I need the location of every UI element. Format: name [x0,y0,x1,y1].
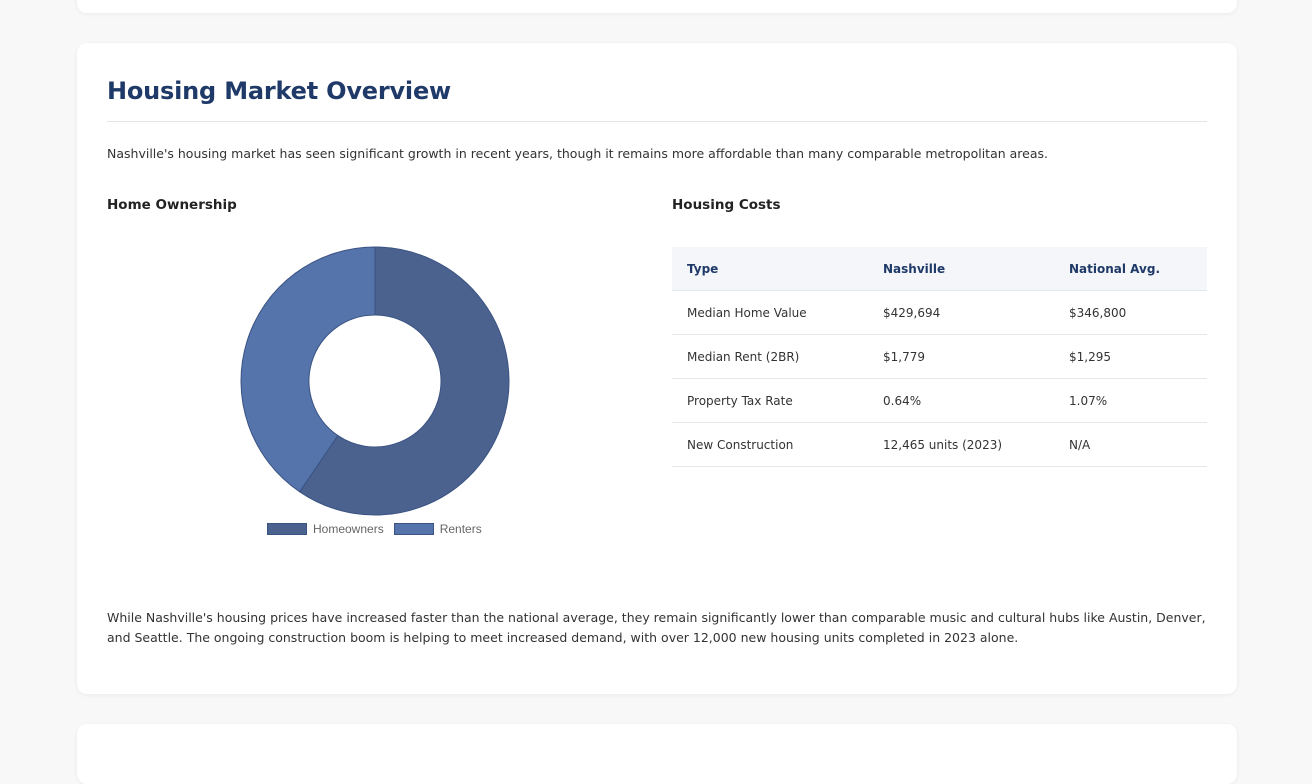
column-header-nashville: Nashville [868,247,1054,291]
table-row: Property Tax Rate 0.64% 1.07% [672,378,1207,423]
title-divider [107,121,1207,122]
table-header-row: Type Nashville National Avg. [672,247,1207,291]
next-section-card [77,724,1237,784]
row-national-value: N/A [1054,422,1207,467]
chart-legend: Homeowners Renters [267,522,492,536]
legend-item-renters[interactable]: Renters [393,522,482,536]
donut-slice-homeowners[interactable] [298,246,510,516]
section-title: Housing Market Overview [107,77,452,105]
home-ownership-donut-chart [240,246,510,516]
legend-label-renters: Renters [439,522,482,536]
housing-costs-table: Type Nashville National Avg. Median Home… [672,247,1207,467]
donut-slice-renters[interactable] [240,246,376,493]
previous-section-card [77,0,1237,13]
row-national-value: 1.07% [1054,378,1207,423]
row-nashville-value: 0.64% [868,378,1054,423]
intro-text: Nashville's housing market has seen sign… [107,146,1048,161]
legend-swatch-renters [393,523,434,535]
row-national-value: $1,295 [1054,334,1207,379]
column-header-type: Type [672,247,868,291]
outro-text: While Nashville's housing prices have in… [107,610,1206,645]
row-nashville-value: $1,779 [868,334,1054,379]
legend-label-homeowners: Homeowners [313,522,384,536]
row-nashville-value: $429,694 [868,290,1054,335]
row-type: Median Home Value [672,290,868,335]
housing-costs-heading: Housing Costs [672,197,781,213]
row-type: Property Tax Rate [672,378,868,423]
home-ownership-heading: Home Ownership [107,197,237,213]
legend-item-homeowners[interactable]: Homeowners [267,522,384,536]
table-row: Median Rent (2BR) $1,779 $1,295 [672,334,1207,379]
housing-market-card: Housing Market Overview Nashville's hous… [77,43,1237,694]
table-row: New Construction 12,465 units (2023) N/A [672,422,1207,467]
row-national-value: $346,800 [1054,290,1207,335]
row-type: New Construction [672,422,868,467]
row-nashville-value: 12,465 units (2023) [868,422,1054,467]
column-header-national-avg: National Avg. [1054,247,1207,291]
legend-swatch-homeowners [267,523,307,535]
table-row: Median Home Value $429,694 $346,800 [672,290,1207,335]
row-type: Median Rent (2BR) [672,334,868,379]
